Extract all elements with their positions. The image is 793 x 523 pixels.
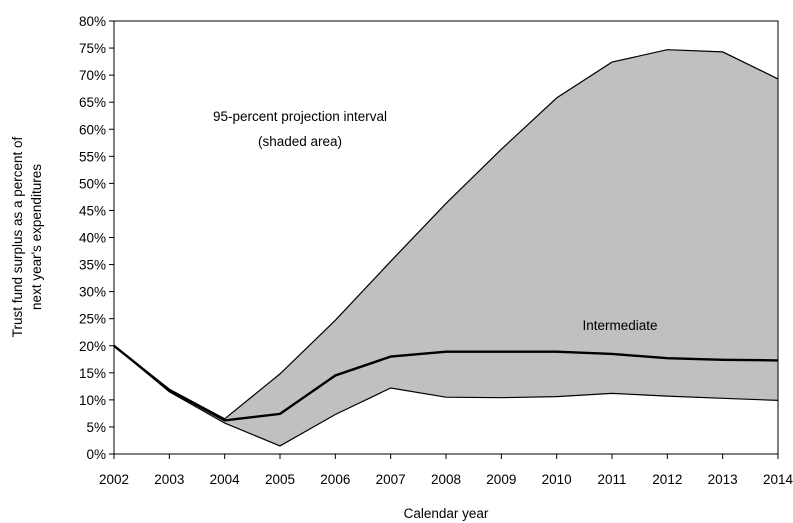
y-tick-label: 20% — [79, 339, 106, 354]
x-tick-label: 2007 — [376, 472, 406, 487]
y-tick-label: 35% — [79, 258, 106, 273]
y-tick-label: 55% — [79, 149, 106, 164]
y-tick-label: 45% — [79, 203, 106, 218]
y-tick-label: 10% — [79, 393, 106, 408]
lower-bound-line — [113, 345, 779, 447]
annotation-interval-line2: (shaded area) — [258, 134, 342, 149]
y-tick-label: 30% — [79, 285, 106, 300]
y-axis: 0% 5% 10% 15% 20% 25% 30% 35% 40% 45% 50% 55% 60% 65%… — [79, 14, 114, 462]
projection-interval-band — [114, 49, 778, 446]
y-tick-label: 65% — [79, 95, 106, 110]
x-tick-label: 2012 — [652, 472, 682, 487]
x-tick-label: 2010 — [542, 472, 572, 487]
x-tick-label: 2006 — [320, 472, 350, 487]
x-tick-label: 2003 — [154, 472, 184, 487]
y-axis-title: Trust fund surplus as a percent of next … — [10, 136, 44, 337]
y-tick-label: 25% — [79, 312, 106, 327]
intermediate-line — [113, 344, 779, 422]
x-axis-title: Calendar year — [404, 506, 489, 521]
x-tick-label: 2009 — [486, 472, 516, 487]
x-tick-label: 2002 — [99, 472, 129, 487]
annotation-interval-line1: 95-percent projection interval — [213, 109, 387, 124]
y-tick-label: 70% — [79, 68, 106, 83]
x-tick-label: 2008 — [431, 472, 461, 487]
upper-bound-line — [113, 49, 779, 420]
y-tick-label: 50% — [79, 176, 106, 191]
y-tick-label: 15% — [79, 366, 106, 381]
y-tick-label: 60% — [79, 122, 106, 137]
x-tick-label: 2013 — [708, 472, 738, 487]
x-tick-label: 2005 — [265, 472, 295, 487]
y-axis-title-line1: Trust fund surplus as a percent of — [10, 136, 25, 337]
y-tick-label: 75% — [79, 41, 106, 56]
x-axis: 2002 2003 2004 2005 2006 2007 2008 2009 2010 2011… — [99, 454, 793, 487]
annotation-intermediate: Intermediate — [582, 318, 657, 333]
y-tick-label: 0% — [86, 447, 106, 462]
x-tick-label: 2011 — [597, 472, 626, 487]
y-tick-label: 40% — [79, 231, 106, 246]
y-tick-label: 5% — [86, 420, 106, 435]
x-tick-label: 2004 — [210, 472, 241, 487]
x-tick-label: 2014 — [763, 472, 793, 487]
y-axis-title-line2: next year's expenditures — [29, 164, 44, 310]
y-tick-label: 80% — [79, 14, 106, 29]
